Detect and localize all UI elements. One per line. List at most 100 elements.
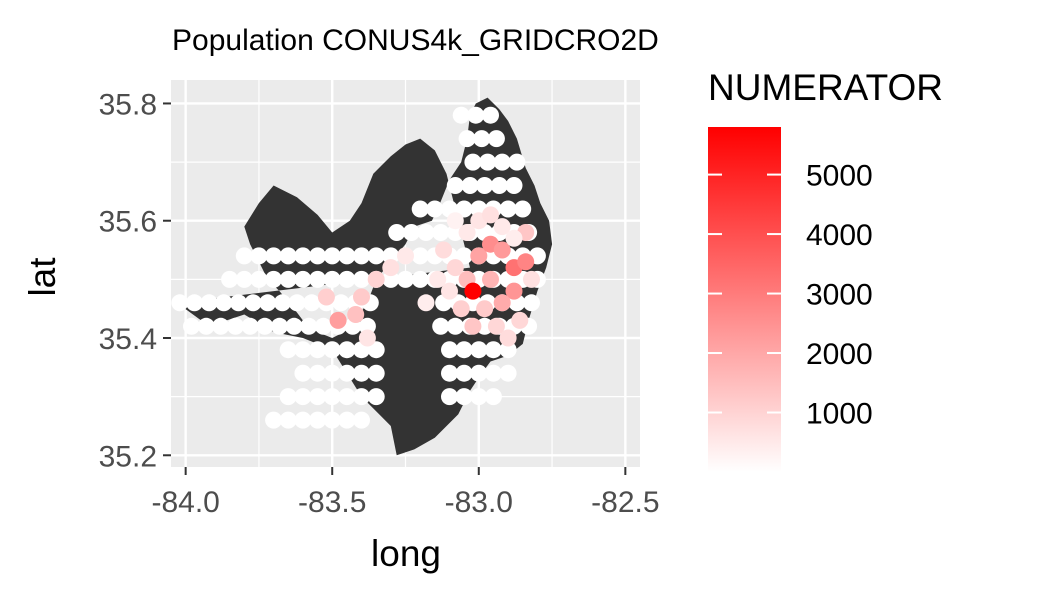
data-point bbox=[300, 317, 318, 335]
legend-label: 2000 bbox=[806, 338, 873, 371]
data-point bbox=[464, 153, 482, 171]
y-tick-label: 35.4 bbox=[99, 323, 157, 356]
data-point bbox=[285, 317, 303, 335]
data-point bbox=[493, 218, 511, 236]
data-point bbox=[265, 247, 283, 265]
data-point bbox=[200, 294, 218, 312]
data-point bbox=[353, 388, 370, 406]
data-point bbox=[338, 341, 356, 359]
data-point bbox=[467, 106, 485, 124]
data-point bbox=[323, 364, 341, 382]
data-point bbox=[183, 317, 200, 335]
data-point bbox=[382, 259, 400, 277]
x-axis-title: long bbox=[371, 533, 441, 574]
data-point bbox=[279, 247, 297, 265]
data-point bbox=[388, 224, 406, 241]
data-point bbox=[294, 364, 312, 382]
data-point bbox=[397, 247, 414, 265]
data-point bbox=[332, 294, 350, 312]
data-point bbox=[221, 270, 239, 288]
data-point bbox=[470, 247, 488, 265]
data-point bbox=[367, 341, 385, 359]
data-point bbox=[294, 341, 312, 359]
data-point bbox=[523, 270, 540, 288]
data-point bbox=[250, 270, 268, 288]
data-point bbox=[273, 294, 291, 312]
data-point bbox=[303, 294, 321, 312]
data-point bbox=[323, 388, 341, 406]
legend-label: 5000 bbox=[806, 160, 873, 193]
data-point bbox=[455, 247, 473, 265]
data-point bbox=[353, 247, 370, 265]
data-point bbox=[367, 388, 385, 406]
data-point bbox=[452, 106, 470, 124]
data-point bbox=[441, 388, 458, 406]
y-axis-title: lat bbox=[22, 257, 63, 297]
data-point bbox=[358, 329, 376, 347]
data-point bbox=[411, 247, 429, 265]
data-point bbox=[279, 388, 297, 406]
data-point bbox=[470, 341, 488, 359]
data-point bbox=[441, 282, 458, 300]
data-point bbox=[215, 294, 233, 312]
data-point bbox=[473, 130, 491, 148]
data-point bbox=[347, 306, 365, 323]
data-point bbox=[484, 364, 502, 382]
data-point bbox=[323, 247, 341, 265]
data-point bbox=[323, 341, 341, 359]
data-point bbox=[487, 130, 505, 148]
data-point bbox=[338, 270, 356, 288]
data-point bbox=[505, 282, 523, 300]
data-point bbox=[317, 288, 335, 306]
data-point bbox=[309, 341, 327, 359]
y-axis: 35.2 35.4 35.6 35.8 bbox=[99, 88, 171, 473]
data-point bbox=[432, 317, 450, 335]
data-point bbox=[244, 294, 262, 312]
data-point bbox=[382, 270, 400, 288]
data-point bbox=[241, 317, 259, 335]
data-point bbox=[458, 130, 476, 148]
data-point bbox=[294, 270, 312, 288]
data-point bbox=[294, 411, 312, 429]
data-point bbox=[323, 411, 341, 429]
data-point bbox=[227, 317, 244, 335]
data-point bbox=[411, 200, 429, 218]
data-point bbox=[484, 388, 502, 406]
y-tick-label: 35.8 bbox=[99, 88, 157, 121]
data-point bbox=[493, 241, 511, 259]
data-point bbox=[446, 177, 464, 194]
data-point bbox=[446, 259, 464, 277]
data-point bbox=[493, 294, 511, 312]
data-point bbox=[288, 294, 306, 312]
data-point bbox=[358, 317, 376, 335]
data-point bbox=[279, 270, 297, 288]
data-point bbox=[402, 224, 420, 241]
data-point bbox=[441, 341, 458, 359]
x-tick-label: -84.0 bbox=[151, 486, 219, 519]
data-point bbox=[353, 288, 370, 306]
data-point bbox=[417, 294, 435, 312]
data-point bbox=[484, 341, 502, 359]
data-point bbox=[464, 317, 482, 335]
data-point bbox=[455, 388, 473, 406]
y-tick-label: 35.2 bbox=[99, 440, 157, 473]
data-point bbox=[490, 177, 508, 194]
plot-area bbox=[171, 80, 640, 467]
legend-label: 1000 bbox=[806, 398, 873, 431]
x-tick-label: -83.0 bbox=[445, 486, 513, 519]
data-point bbox=[523, 294, 540, 312]
data-point bbox=[476, 317, 494, 335]
data-point bbox=[367, 364, 385, 382]
data-point bbox=[432, 224, 450, 241]
data-point bbox=[411, 270, 429, 288]
data-point bbox=[487, 317, 505, 335]
data-point bbox=[514, 200, 532, 218]
legend-label: 4000 bbox=[806, 219, 873, 252]
data-point bbox=[353, 364, 370, 382]
data-point bbox=[314, 317, 332, 335]
data-point bbox=[353, 411, 370, 429]
data-point bbox=[279, 411, 297, 429]
data-point bbox=[250, 247, 268, 265]
data-point bbox=[493, 153, 511, 171]
data-point bbox=[271, 317, 288, 335]
